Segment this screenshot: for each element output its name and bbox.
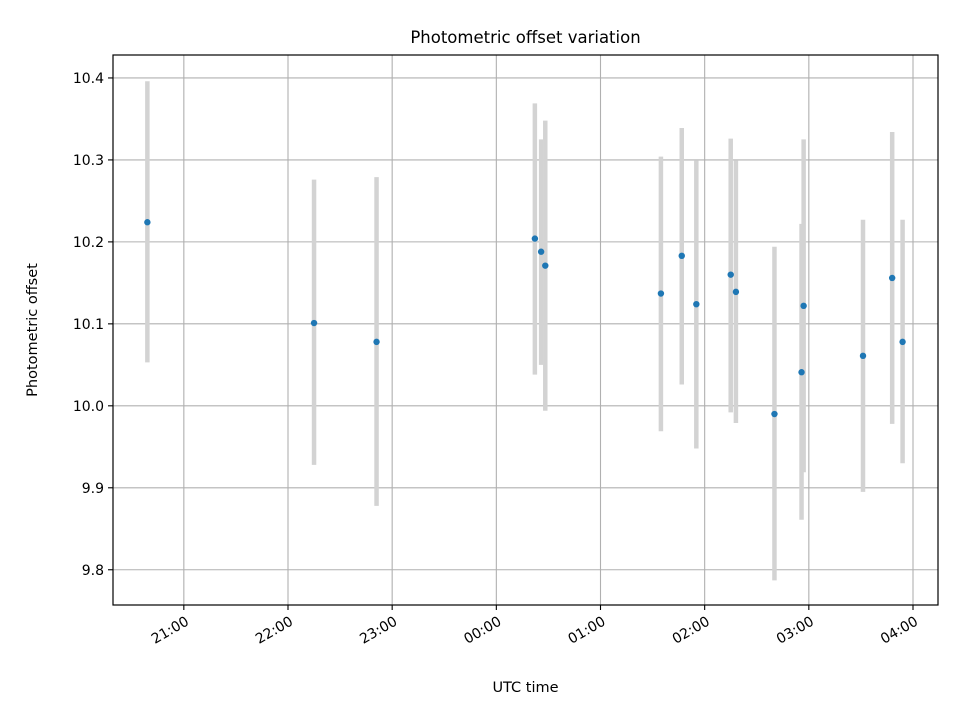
data-point: [732, 288, 740, 296]
x-axis-label: UTC time: [492, 680, 558, 696]
y-tick-label: 10.0: [73, 399, 104, 415]
data-point: [727, 271, 734, 278]
data-point: [542, 262, 549, 269]
data-point: [859, 352, 867, 360]
data-point: [657, 290, 665, 297]
data-point: [310, 319, 318, 327]
data-point: [537, 248, 545, 255]
y-axis-label: Photometric offset: [25, 263, 41, 397]
data-point: [678, 252, 685, 260]
y-tick-label: 9.9: [82, 481, 104, 497]
y-tick-label: 10.3: [73, 153, 104, 169]
data-point: [693, 300, 700, 308]
y-tick-label: 10.2: [73, 235, 104, 251]
plot-frame: [112, 54, 939, 606]
y-tick-label: 10.1: [73, 317, 104, 333]
data-point: [373, 338, 380, 346]
data-point: [531, 235, 539, 242]
data-point: [798, 369, 805, 376]
point-layer: [144, 219, 906, 418]
data-point: [899, 338, 906, 346]
data-point: [888, 274, 896, 282]
y-tick-label: 10.4: [73, 71, 104, 87]
data-point: [144, 219, 151, 226]
data-point: [800, 302, 807, 310]
chart-title: Photometric offset variation: [410, 28, 640, 47]
y-tick-label: 9.8: [82, 563, 104, 579]
data-point: [771, 410, 778, 418]
